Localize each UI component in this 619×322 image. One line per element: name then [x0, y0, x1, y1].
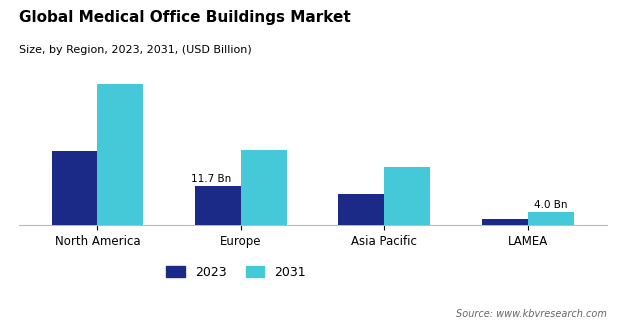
- Text: Size, by Region, 2023, 2031, (USD Billion): Size, by Region, 2023, 2031, (USD Billio…: [19, 45, 251, 55]
- Text: Source: www.kbvresearch.com: Source: www.kbvresearch.com: [456, 309, 607, 319]
- Bar: [384, 166, 430, 225]
- Text: 4.0 Bn: 4.0 Bn: [534, 200, 568, 210]
- Bar: [97, 84, 144, 225]
- Bar: [339, 194, 384, 225]
- Bar: [482, 219, 528, 225]
- Bar: [528, 212, 574, 225]
- Bar: [51, 151, 97, 225]
- Bar: [241, 150, 287, 225]
- Legend: 2023, 2031: 2023, 2031: [162, 261, 311, 284]
- Text: Global Medical Office Buildings Market: Global Medical Office Buildings Market: [19, 10, 350, 25]
- Text: 11.7 Bn: 11.7 Bn: [191, 175, 231, 185]
- Bar: [195, 186, 241, 225]
